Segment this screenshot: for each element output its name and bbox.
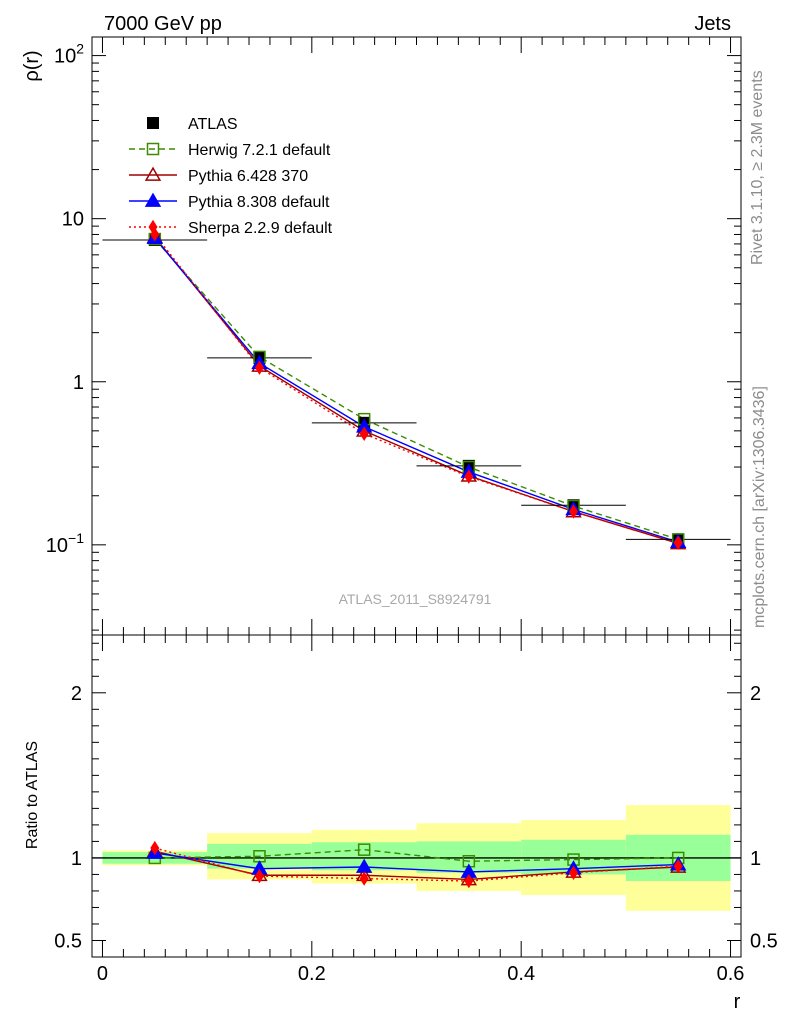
point-sherpa — [673, 535, 683, 550]
ratio-data-layer — [92, 840, 741, 889]
main-y-tick-label: 1 — [73, 372, 84, 394]
analysis-watermark: ATLAS_2011_S8924791 — [339, 591, 492, 607]
ratio-axes: 0.5 0.5 1 1 2 2 0 0.2 0.4 0.6 — [54, 634, 778, 985]
ratio-x-axis-label: r — [734, 991, 741, 1013]
legend-label-herwig: Herwig 7.2.1 default — [188, 142, 331, 159]
series-line-herwig — [154, 238, 679, 541]
main-y-axis-label: ρ(r) — [21, 50, 43, 81]
header-title-right: Jets — [694, 13, 731, 35]
legend-label-atlas: ATLAS — [188, 116, 238, 133]
header-title-left: 7000 GeV pp — [104, 13, 222, 35]
ratio-point-sherpa — [464, 873, 474, 889]
rivet-version-label: Rivet 3.1.10, ≥ 2.3M events — [749, 70, 766, 265]
main-y-tick-label: 10−1 — [46, 530, 84, 557]
legend-label-sherpa: Sherpa 2.2.9 default — [188, 220, 333, 237]
legend-marker-atlas — [147, 117, 159, 129]
ratio-y-tick-label-right: 2 — [750, 683, 761, 705]
legend: ATLAS Herwig 7.2.1 default Pythia 6.428 37… — [129, 116, 333, 237]
ratio-point-sherpa — [254, 868, 264, 884]
legend-marker-herwig — [146, 142, 160, 156]
series-line-pythia8 — [154, 237, 679, 543]
ratio-point-sherpa — [359, 871, 369, 886]
ratio-y-tick-label-right: 1 — [750, 848, 761, 870]
main-data-layer — [102, 227, 731, 550]
point-sherpa — [254, 360, 264, 375]
ratio-y-tick-label: 0.5 — [54, 930, 82, 952]
legend-marker-pythia8 — [144, 192, 162, 207]
ratio-x-tick-label: 0.6 — [717, 963, 745, 985]
ratio-point-sherpa — [569, 865, 579, 880]
ratio-point-sherpa — [150, 840, 160, 856]
ratio-point-herwig — [357, 843, 371, 856]
ratio-line-sherpa — [154, 847, 679, 882]
ratio-y-tick-label-right: 0.5 — [750, 930, 778, 952]
ratio-y-tick-label: 2 — [71, 683, 82, 705]
ratio-line-herwig — [154, 848, 679, 862]
main-y-tick-label: 102 — [54, 41, 84, 68]
ratio-point-sherpa — [673, 858, 683, 874]
legend-label-pythia6: Pythia 6.428 370 — [188, 168, 308, 185]
legend-marker-pythia6 — [144, 166, 162, 181]
ratio-y-axis-label: Ratio to ATLAS — [24, 741, 41, 849]
ratio-x-tick-label: 0.4 — [507, 963, 535, 985]
series-line-pythia6 — [154, 236, 679, 545]
mcplots-label: mcplots.cern.ch [arXiv:1306.3436] — [751, 386, 768, 628]
legend-marker-sherpa — [148, 219, 158, 235]
point-sherpa — [359, 426, 369, 441]
main-y-tick-label: 10 — [62, 209, 84, 231]
series-line-sherpa — [154, 234, 679, 544]
point-sherpa — [569, 504, 579, 519]
ratio-line-pythia8 — [154, 852, 679, 873]
ratio-x-tick-label: 0.2 — [298, 963, 326, 985]
point-sherpa — [464, 469, 474, 484]
ratio-panel: 0.5 0.5 1 1 2 2 0 0.2 0.4 0.6 — [54, 634, 778, 985]
ratio-y-tick-label: 1 — [71, 848, 82, 870]
legend-label-pythia8: Pythia 8.308 default — [188, 194, 330, 211]
main-panel: 10−1 1 10 102 ATLAS Herwig 7.2.1 default Pyth… — [46, 36, 742, 636]
ratio-x-tick-label: 0 — [97, 963, 108, 985]
main-axes: 10−1 1 10 102 — [46, 36, 742, 636]
